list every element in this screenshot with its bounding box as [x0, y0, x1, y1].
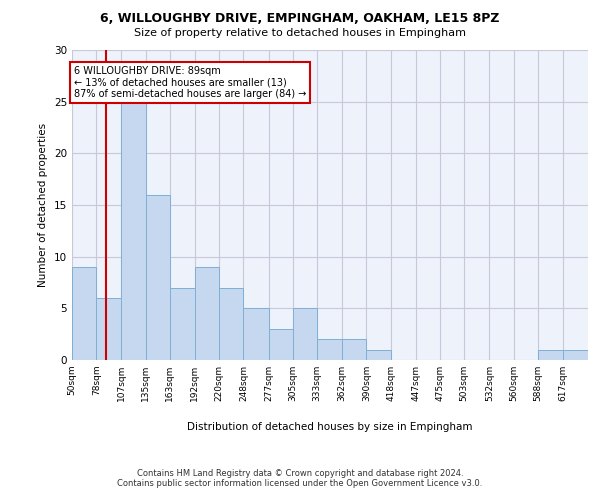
Bar — [538, 350, 563, 360]
Bar — [244, 308, 269, 360]
Text: Contains public sector information licensed under the Open Government Licence v3: Contains public sector information licen… — [118, 478, 482, 488]
Text: Contains HM Land Registry data © Crown copyright and database right 2024.: Contains HM Land Registry data © Crown c… — [137, 468, 463, 477]
Bar — [219, 288, 244, 360]
Bar — [170, 288, 195, 360]
Bar — [269, 329, 293, 360]
Bar — [195, 267, 219, 360]
Text: 6 WILLOUGHBY DRIVE: 89sqm
← 13% of detached houses are smaller (13)
87% of semi-: 6 WILLOUGHBY DRIVE: 89sqm ← 13% of detac… — [74, 66, 306, 98]
Bar — [96, 298, 121, 360]
Bar — [317, 340, 342, 360]
Bar — [72, 267, 96, 360]
Bar — [293, 308, 317, 360]
Bar — [121, 102, 146, 360]
Y-axis label: Number of detached properties: Number of detached properties — [38, 123, 49, 287]
Bar — [367, 350, 391, 360]
Bar — [146, 194, 170, 360]
Bar — [563, 350, 588, 360]
Text: 6, WILLOUGHBY DRIVE, EMPINGHAM, OAKHAM, LE15 8PZ: 6, WILLOUGHBY DRIVE, EMPINGHAM, OAKHAM, … — [100, 12, 500, 26]
Text: Distribution of detached houses by size in Empingham: Distribution of detached houses by size … — [187, 422, 473, 432]
Bar — [342, 340, 367, 360]
Text: Size of property relative to detached houses in Empingham: Size of property relative to detached ho… — [134, 28, 466, 38]
